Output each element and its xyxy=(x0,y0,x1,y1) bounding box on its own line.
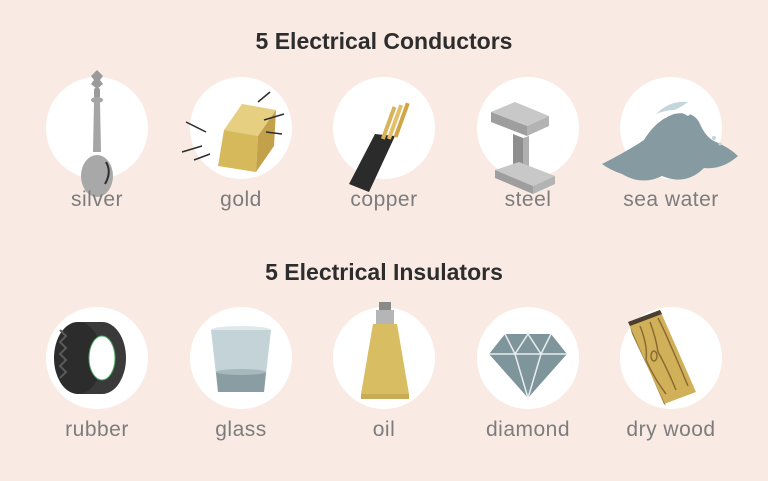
tire-icon xyxy=(54,322,126,394)
diamond-icon xyxy=(489,332,567,401)
icon-circle xyxy=(333,77,435,179)
steel-beam-icon xyxy=(491,102,555,194)
item-label: rubber xyxy=(65,418,129,441)
oil-tube-icon xyxy=(361,302,409,399)
copper-wire-icon xyxy=(349,102,410,192)
item-label: diamond xyxy=(485,418,571,441)
insulators-title: 5 Electrical Insulators xyxy=(265,259,503,285)
item-label: copper xyxy=(350,188,418,211)
item-label: gold xyxy=(220,188,262,211)
drinking-glass-icon xyxy=(211,326,271,392)
item-label: silver xyxy=(70,188,123,211)
conductors-row: silver gold copper xyxy=(0,70,768,237)
wave-icon xyxy=(602,101,738,181)
item-label: dry wood xyxy=(626,418,716,441)
gold-bar-icon xyxy=(181,91,285,172)
insulators-row: rubber glass oil diamond xyxy=(0,302,768,467)
item-label: steel xyxy=(504,188,552,211)
item-label: glass xyxy=(215,418,267,441)
wood-plank-icon xyxy=(628,310,696,406)
conductors-title: 5 Electrical Conductors xyxy=(255,28,513,54)
item-label: sea water xyxy=(623,188,719,211)
item-label: oil xyxy=(372,418,396,441)
spoon-icon xyxy=(81,70,113,197)
